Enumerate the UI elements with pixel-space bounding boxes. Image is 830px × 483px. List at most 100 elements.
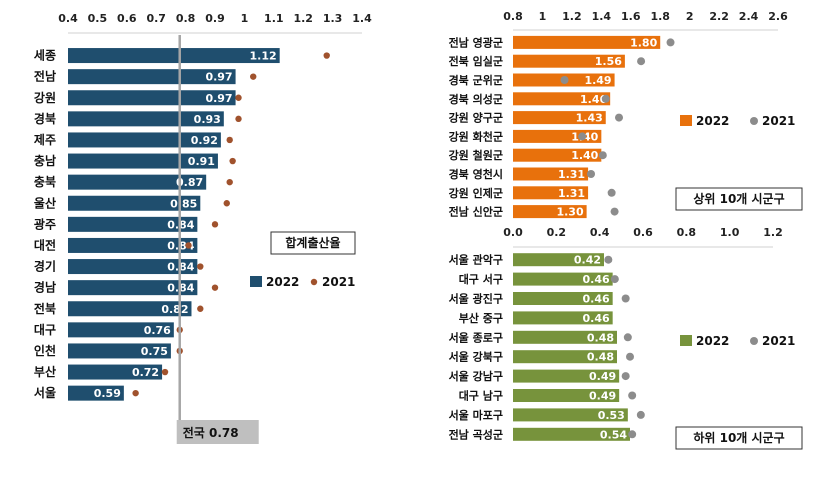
category-label: 충북 xyxy=(34,174,56,189)
category-label: 서울 종로구 xyxy=(449,330,503,344)
bar-2022 xyxy=(513,111,606,125)
bar-2022 xyxy=(513,205,587,219)
bar-2022 xyxy=(513,167,589,181)
dot-2021 xyxy=(628,391,637,400)
bar-value-label: 1.30 xyxy=(556,206,583,219)
dot-2021 xyxy=(621,294,630,303)
chart-title: 합계출산율 xyxy=(285,235,340,250)
bar-2022 xyxy=(68,48,280,64)
x-tick-label: 1.4 xyxy=(592,10,612,23)
bar-2022 xyxy=(68,237,198,253)
legend-label-2022: 2022 xyxy=(266,275,299,289)
x-tick-label: 1.2 xyxy=(293,12,313,25)
dot-2021 xyxy=(604,255,613,264)
dot-2021 xyxy=(211,221,219,228)
category-label: 서울 강남구 xyxy=(449,369,503,383)
bar-value-label: 0.54 xyxy=(600,428,627,441)
bar-2022 xyxy=(68,322,174,338)
dot-2021 xyxy=(621,372,630,381)
category-label: 제주 xyxy=(34,133,56,147)
bar-value-label: 0.72 xyxy=(132,366,159,379)
dot-2021 xyxy=(323,52,330,59)
category-label: 대구 xyxy=(34,323,56,337)
legend-label-2022: 2022 xyxy=(696,334,729,348)
category-label: 부산 중구 xyxy=(459,311,503,325)
x-tick-label: 0.5 xyxy=(88,12,108,25)
dot-2021 xyxy=(185,242,192,249)
dot-2021 xyxy=(615,113,623,122)
bar-2022 xyxy=(68,111,224,127)
chart-title: 하위 10개 시군구 xyxy=(693,430,784,445)
national-average-box xyxy=(176,420,259,444)
bar-2022 xyxy=(513,148,602,162)
category-label: 대전 xyxy=(34,237,56,252)
bar-2022 xyxy=(513,311,613,325)
dot-2021 xyxy=(161,368,169,376)
national-average-label: 전국 0.78 xyxy=(183,425,239,440)
bar-value-label: 1.31 xyxy=(558,187,585,200)
legend-swatch-2022 xyxy=(680,115,692,126)
x-tick-label: 0.6 xyxy=(117,12,137,25)
bar-value-label: 1.40 xyxy=(571,149,598,162)
bar-value-label: 0.93 xyxy=(194,113,221,126)
dot-2021 xyxy=(636,410,645,419)
bar-value-label: 0.46 xyxy=(583,293,610,306)
category-label: 서울 마포구 xyxy=(449,408,503,422)
legend-label-2021: 2021 xyxy=(762,114,795,128)
bar-2022 xyxy=(68,385,124,401)
category-label: 전남 신안군 xyxy=(449,205,503,219)
bar-value-label: 0.53 xyxy=(598,409,625,422)
legend-swatch-2021 xyxy=(310,278,318,286)
title-box xyxy=(270,231,356,255)
bar-2022 xyxy=(513,253,604,267)
dot-2021 xyxy=(223,200,230,207)
bar-2022 xyxy=(513,54,625,68)
category-label: 전남 영광군 xyxy=(449,35,503,49)
bar-2022 xyxy=(513,389,620,402)
category-label: 경북 xyxy=(34,112,56,126)
x-tick-label: 1.3 xyxy=(323,12,343,25)
bar-2022 xyxy=(513,350,617,364)
bar-value-label: 1.31 xyxy=(558,168,585,181)
dot-2021 xyxy=(229,157,236,165)
dot-2021 xyxy=(610,275,619,284)
bar-2022 xyxy=(68,280,198,296)
bar-2022 xyxy=(68,174,207,190)
x-tick-label: 0.7 xyxy=(146,12,166,25)
category-label: 전북 xyxy=(34,301,56,316)
bar-2022 xyxy=(513,369,620,383)
legend-label-2022: 2022 xyxy=(696,114,729,128)
bar-2022 xyxy=(68,216,198,232)
bar-2022 xyxy=(513,272,613,286)
dot-2021 xyxy=(197,263,204,270)
x-tick-label: 2.2 xyxy=(709,10,729,23)
bar-value-label: 0.49 xyxy=(589,370,616,383)
bar-2022 xyxy=(513,292,613,305)
dot-2021 xyxy=(235,94,242,101)
x-tick-label: 0.4 xyxy=(590,226,610,239)
bar-value-label: 1.12 xyxy=(250,50,277,63)
dot-2021 xyxy=(197,305,204,312)
category-label: 대구 남구 xyxy=(459,389,503,403)
dot-2021 xyxy=(607,188,616,197)
bar-2022 xyxy=(68,132,221,148)
x-tick-label: 0.6 xyxy=(633,226,653,239)
bar-value-label: 0.97 xyxy=(205,71,232,84)
legend-label-2021: 2021 xyxy=(762,334,795,348)
dot-2021 xyxy=(623,333,632,342)
legend-swatch-2022 xyxy=(250,276,262,287)
x-tick-label: 2.6 xyxy=(768,10,788,23)
bar-2022 xyxy=(513,186,589,200)
category-label: 울산 xyxy=(34,195,56,210)
x-tick-label: 0.8 xyxy=(677,226,697,239)
category-label: 강원 양구군 xyxy=(449,111,503,125)
x-tick-label: 2.4 xyxy=(739,10,759,23)
dot-2021 xyxy=(132,389,139,397)
bar-value-label: 1.80 xyxy=(630,36,657,49)
title-box xyxy=(675,426,803,450)
category-label: 서울 xyxy=(34,385,56,400)
category-label: 경북 의성군 xyxy=(449,92,503,106)
bar-value-label: 1.46 xyxy=(580,93,607,106)
